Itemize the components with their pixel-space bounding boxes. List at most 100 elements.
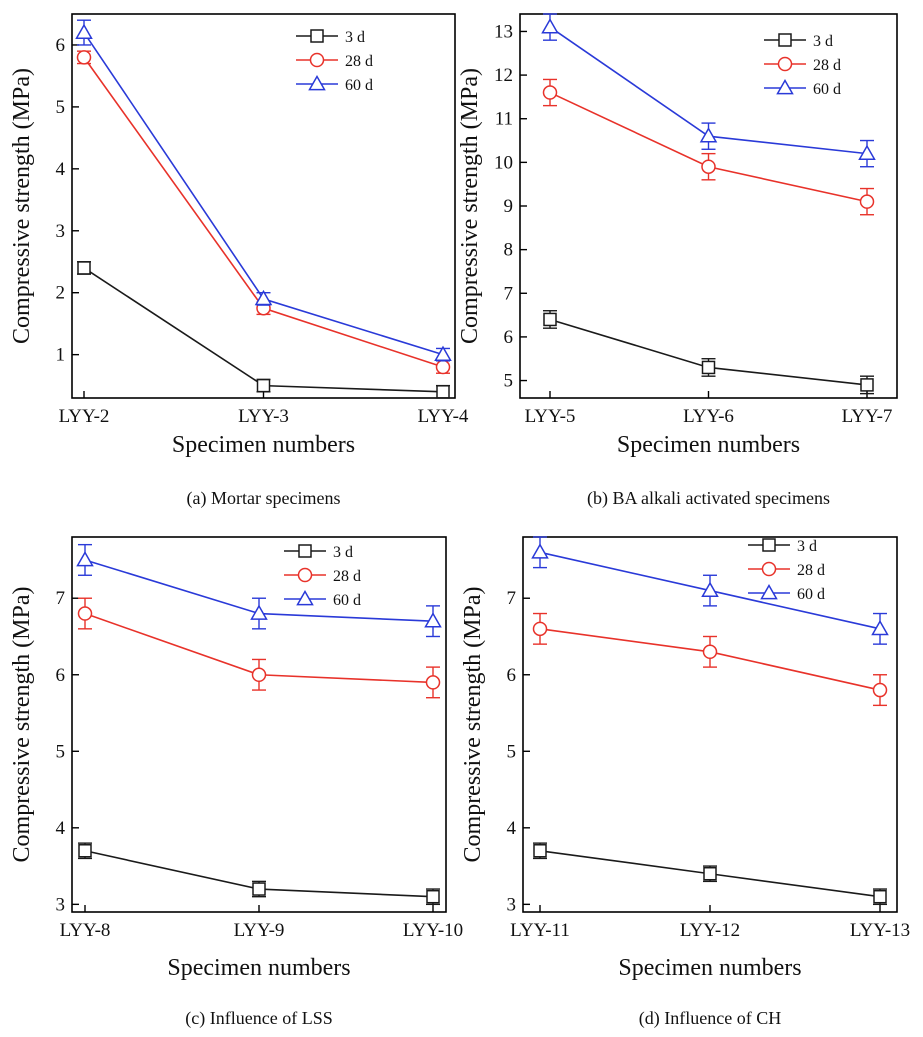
- series-line: [83, 267, 444, 393]
- data-point: [543, 312, 557, 327]
- y-tick-label: 9: [504, 196, 514, 217]
- y-tick-label: 7: [504, 283, 514, 304]
- x-tick-label: LYY-10: [403, 920, 463, 941]
- data-point: [858, 144, 876, 161]
- data-point: [871, 619, 889, 636]
- series-60d: [531, 536, 889, 645]
- legend-marker: [761, 561, 777, 577]
- data-point: [434, 345, 452, 362]
- x-tick-label: LYY-4: [418, 406, 469, 427]
- data-point: [701, 159, 716, 174]
- series-28d: [77, 597, 441, 699]
- x-axis-title: Specimen numbers: [618, 955, 801, 981]
- data-point: [542, 85, 558, 100]
- x-tick-label: LYY-9: [234, 920, 285, 941]
- x-tick-label: LYY-11: [510, 920, 570, 941]
- y-tick-label: 10: [494, 152, 513, 173]
- y-tick-label: 7: [507, 588, 517, 609]
- legend: 3 d 28 d 60 d: [296, 29, 373, 94]
- y-tick-label: 5: [56, 741, 66, 762]
- data-point: [426, 889, 440, 904]
- legend-item: 3 d: [748, 538, 817, 555]
- series-line: [83, 56, 444, 368]
- data-point: [76, 50, 92, 65]
- panel-caption: (c) Influence of LSS: [185, 1008, 332, 1029]
- legend-item: 28 d: [764, 56, 841, 74]
- y-tick-label: 3: [56, 221, 66, 242]
- legend-item: 3 d: [764, 33, 833, 50]
- data-point: [251, 667, 267, 683]
- series-60d: [541, 13, 876, 168]
- chart-panel-1: 1 2 3 4 5 6 LYY-2 LYY-3 LYY-4 Compressive strengt…: [9, 13, 469, 509]
- y-axis-title: Compressive strength (MPa): [457, 68, 483, 344]
- data-point: [78, 844, 92, 858]
- y-tick-label: 13: [494, 21, 513, 42]
- y-axis-title: Compressive strength (MPa): [9, 587, 35, 863]
- data-point: [77, 261, 91, 275]
- panel-caption: (d) Influence of CH: [639, 1008, 781, 1029]
- legend-item: 60 d: [764, 78, 841, 98]
- x-tick-label: LYY-2: [59, 406, 110, 427]
- data-point: [541, 18, 559, 34]
- panel-caption: (a) Mortar specimens: [187, 488, 341, 509]
- y-tick-label: 4: [56, 818, 66, 839]
- legend-label: 3 d: [813, 33, 833, 50]
- legend-marker: [297, 567, 313, 583]
- data-point: [860, 378, 874, 392]
- legend-item: 3 d: [296, 29, 365, 46]
- series-28d: [76, 50, 451, 375]
- legend-marker: [776, 78, 794, 95]
- y-tick-label: 6: [56, 665, 66, 686]
- x-tick-label: LYY-6: [683, 406, 734, 427]
- x-tick-label: LYY-7: [842, 406, 893, 427]
- y-tick-label: 3: [507, 894, 517, 915]
- legend-label: 60 d: [797, 586, 825, 603]
- chart-panel-3: 3 4 5 6 7 LYY-8 LYY-9 LYY-10 Compressive strengt…: [9, 536, 463, 1029]
- data-point: [256, 378, 271, 393]
- chart-panel-4: 3 4 5 6 7 LYY-11 LYY-12 LYY-13 Compressive stren…: [460, 536, 910, 1029]
- x-tick-label: LYY-3: [238, 406, 289, 427]
- x-axis-title: Specimen numbers: [617, 432, 800, 458]
- data-point: [425, 675, 441, 690]
- y-tick-label: 6: [507, 665, 517, 686]
- legend-marker: [308, 74, 326, 91]
- data-point: [424, 612, 442, 628]
- legend-item: 60 d: [748, 583, 825, 603]
- legend-item: 28 d: [284, 567, 361, 585]
- data-point: [703, 866, 717, 881]
- data-point: [250, 604, 268, 620]
- y-tick-label: 4: [56, 159, 66, 180]
- data-point: [436, 385, 450, 399]
- data-point: [532, 621, 548, 637]
- legend-label: 28 d: [797, 562, 825, 579]
- y-tick-label: 6: [56, 35, 66, 56]
- y-axis-title: Compressive strength (MPa): [460, 587, 486, 863]
- legend-marker: [762, 538, 776, 552]
- legend: 3 d 28 d 60 d: [764, 33, 841, 98]
- x-tick-label: LYY-5: [525, 406, 576, 427]
- x-tick-label: LYY-13: [850, 920, 910, 941]
- legend: 3 d 28 d 60 d: [284, 544, 361, 609]
- legend-label: 3 d: [345, 29, 365, 46]
- y-tick-label: 4: [507, 818, 517, 839]
- y-tick-label: 5: [504, 371, 514, 392]
- data-point: [254, 289, 273, 306]
- legend-label: 28 d: [345, 53, 373, 70]
- legend-marker: [309, 52, 325, 68]
- data-point: [435, 359, 451, 375]
- data-point: [252, 882, 266, 896]
- x-tick-label: LYY-8: [60, 920, 111, 941]
- series-3d: [543, 310, 874, 395]
- data-point: [77, 606, 93, 621]
- y-tick-label: 11: [495, 109, 513, 130]
- y-tick-label: 5: [56, 97, 66, 118]
- data-point: [533, 844, 547, 858]
- data-point: [873, 889, 887, 904]
- series-60d: [76, 543, 442, 638]
- x-tick-label: LYY-12: [680, 920, 740, 941]
- legend-marker: [310, 29, 324, 43]
- legend-label: 60 d: [333, 592, 361, 609]
- data-point: [872, 682, 888, 698]
- legend-label: 60 d: [345, 77, 373, 94]
